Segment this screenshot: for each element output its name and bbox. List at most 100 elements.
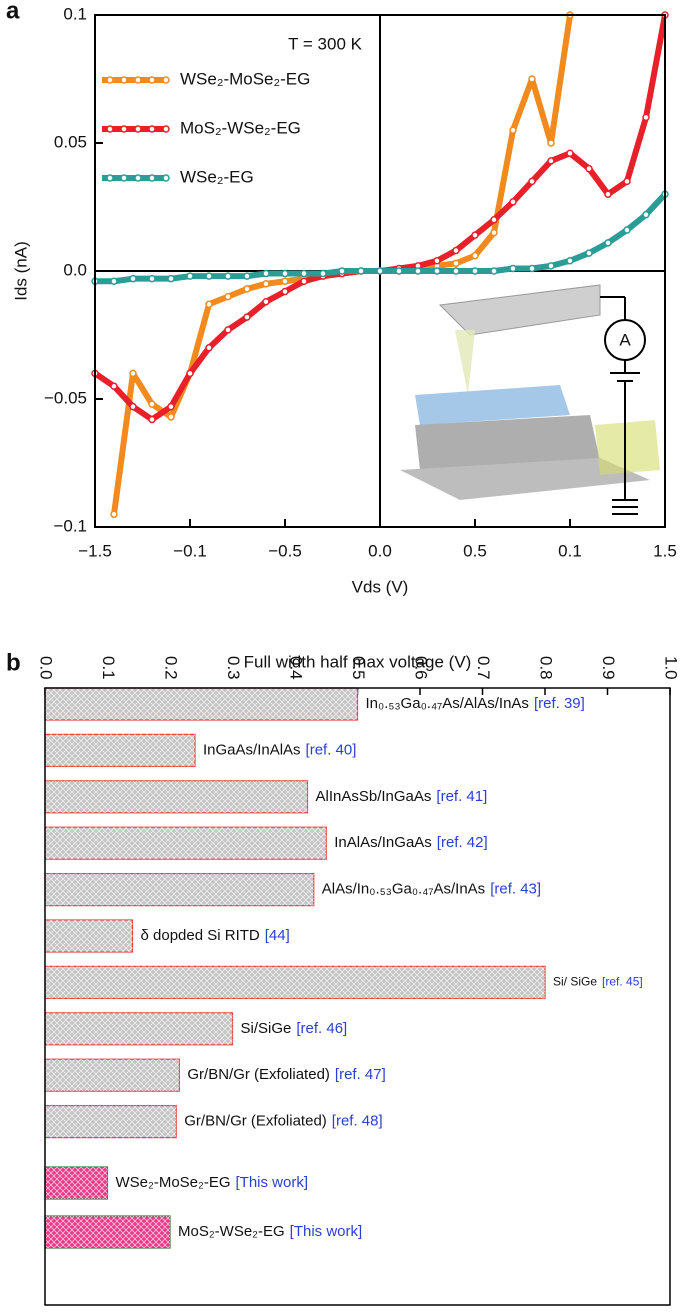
data-point	[452, 259, 460, 268]
y-axis-label: Ids (nA)	[11, 241, 30, 301]
bar-label: Gr/BN/Gr (Exfoliated)	[184, 1113, 327, 1130]
bar-ref: [44]	[265, 927, 290, 944]
data-point	[509, 126, 517, 134]
x-tick-label: 0.8	[537, 656, 556, 680]
bar-ref: [ref. 45]	[602, 975, 643, 989]
data-point	[452, 267, 460, 275]
data-point	[490, 216, 498, 224]
x-axis-label: Full width half max voltage (V)	[244, 652, 472, 671]
data-point	[186, 369, 194, 378]
data-point	[376, 267, 384, 275]
bar-ref: [ref. 47]	[335, 1066, 386, 1083]
data-point	[471, 267, 479, 275]
data-point	[319, 269, 327, 278]
data-point	[547, 139, 555, 147]
panel-label: b	[6, 649, 21, 676]
x-tick-label: 0.1	[99, 656, 118, 680]
legend-marker	[148, 125, 156, 133]
data-point	[224, 326, 232, 334]
x-tick-label: −1.5	[78, 541, 112, 560]
bar-label: Si/ SiGe	[553, 975, 597, 989]
y-tick-label: −0.05	[44, 388, 87, 407]
data-point	[243, 313, 251, 321]
legend-marker	[148, 76, 156, 84]
data-point	[262, 269, 270, 278]
data-point	[452, 246, 460, 255]
data-point	[300, 269, 308, 278]
legend-marker	[106, 76, 114, 84]
x-tick-label: 0.2	[162, 656, 181, 680]
legend-marker	[106, 125, 114, 133]
data-point	[604, 190, 612, 198]
x-tick-label: 0.5	[463, 541, 487, 560]
ammeter-symbol: A	[619, 330, 631, 349]
data-point	[148, 415, 156, 424]
legend-marker	[134, 125, 142, 133]
data-point	[509, 264, 517, 273]
y-tick-label: 0.1	[63, 4, 87, 23]
bar-label: WSe₂-MoSe₂-EG	[116, 1174, 231, 1191]
data-point	[623, 226, 631, 234]
data-point	[224, 272, 232, 280]
data-point	[262, 280, 270, 288]
data-point	[110, 510, 118, 518]
legend-marker	[162, 125, 170, 133]
data-point	[433, 257, 441, 265]
bar-hatch	[45, 1167, 108, 1199]
bar-hatch	[45, 688, 358, 720]
data-point	[528, 177, 536, 186]
data-point	[528, 264, 536, 273]
data-point	[129, 274, 137, 283]
y-tick-label: 0.05	[54, 132, 87, 151]
legend-marker	[120, 174, 128, 182]
x-tick-label: 0.0	[37, 656, 56, 680]
bar-label: AlInAsSb/InGaAs	[316, 788, 432, 805]
y-tick-label: −0.1	[53, 516, 87, 535]
data-point	[604, 239, 612, 247]
bar-ref: [ref. 48]	[332, 1113, 383, 1130]
data-point	[281, 277, 289, 285]
bar-hatch	[45, 1216, 170, 1248]
data-point	[243, 272, 251, 280]
data-point	[566, 149, 574, 157]
x-tick-label: 0.7	[474, 656, 493, 680]
data-point	[243, 285, 251, 293]
panel-label: a	[6, 0, 20, 24]
legend-label: WSe₂-EG	[180, 167, 254, 186]
bar-ref: [ref. 46]	[296, 1020, 347, 1037]
bar-hatch	[45, 827, 327, 860]
data-point	[585, 164, 593, 173]
x-tick-label: 0.1	[558, 541, 582, 560]
bar-hatch	[45, 873, 314, 906]
data-point	[528, 75, 536, 83]
data-point	[490, 228, 498, 237]
x-tick-label: 0.5	[349, 656, 368, 680]
bar-hatch	[45, 734, 195, 767]
data-point	[547, 157, 555, 165]
data-point	[186, 272, 194, 280]
data-point	[585, 249, 593, 257]
bar-label: Si/SiGe	[241, 1020, 292, 1037]
data-point	[129, 402, 137, 411]
x-tick-label: 0.4	[287, 656, 306, 680]
legend-marker	[120, 76, 128, 84]
bar-hatch	[45, 780, 308, 813]
x-tick-label: 1.0	[662, 656, 681, 680]
y-tick-label: 0.0	[63, 260, 87, 279]
data-point	[566, 257, 574, 265]
x-axis-label: Vds (V)	[352, 577, 409, 596]
bar-label: MoS₂-WSe₂-EG	[178, 1223, 285, 1240]
data-point	[338, 267, 346, 275]
legend-marker	[120, 125, 128, 133]
legend-marker	[134, 76, 142, 84]
bar-label: δ dopded Si RITD	[141, 927, 260, 944]
x-tick-label: 0.3	[224, 656, 243, 680]
data-point	[490, 267, 498, 275]
data-point	[414, 267, 422, 275]
bar-ref: [ref. 40]	[306, 741, 357, 758]
bar-ref: [ref. 42]	[437, 834, 488, 851]
data-point	[148, 400, 156, 408]
data-point	[167, 402, 175, 411]
data-point	[167, 413, 175, 421]
x-tick-label: −0.1	[173, 541, 207, 560]
